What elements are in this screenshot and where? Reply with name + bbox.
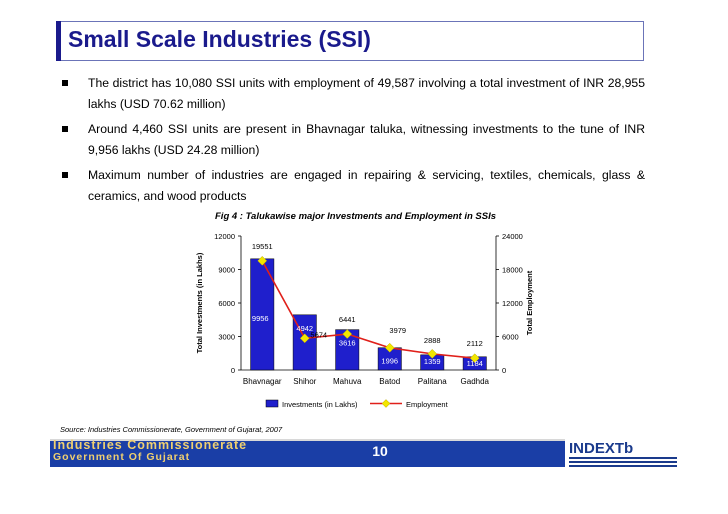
bullet-list: The district has 10,080 SSI units with e… bbox=[60, 73, 645, 211]
category-label: Gadhda bbox=[461, 377, 490, 386]
logo-background bbox=[565, 436, 685, 470]
bullet-text: Around 4,460 SSI units are present in Bh… bbox=[88, 122, 645, 157]
employment-data-label: 19551 bbox=[252, 242, 273, 251]
employment-data-label: 3979 bbox=[389, 326, 406, 335]
bullet-item: Maximum number of industries are engaged… bbox=[60, 165, 645, 207]
indextb-logo: INDEXTb bbox=[565, 436, 685, 470]
square-bullet-icon bbox=[62, 126, 68, 132]
footer-org-line2: Government Of Gujarat bbox=[53, 451, 191, 463]
employment-marker bbox=[299, 333, 310, 344]
employment-marker bbox=[384, 342, 395, 353]
source-note: Source: Industries Commissionerate, Gove… bbox=[60, 425, 283, 434]
footer-org-line1: Industries Commissionerate bbox=[53, 438, 248, 452]
bullet-item: Around 4,460 SSI units are present in Bh… bbox=[60, 119, 645, 161]
logo-rule bbox=[569, 465, 677, 467]
square-bullet-icon bbox=[62, 80, 68, 86]
logo-rule bbox=[569, 457, 677, 459]
employment-data-label: 6441 bbox=[339, 315, 356, 324]
employment-marker bbox=[342, 329, 353, 339]
investment-data-label: 1184 bbox=[467, 359, 483, 368]
employment-marker bbox=[427, 349, 438, 359]
bullet-text: Maximum number of industries are engaged… bbox=[88, 168, 645, 203]
logo-text: INDEXTb bbox=[569, 440, 633, 457]
investment-data-label: 4942 bbox=[296, 324, 313, 333]
legend-line-label: Employment bbox=[406, 400, 449, 409]
y-left-axis-title: Total Investments (in Lakhs) bbox=[195, 252, 204, 353]
page-title: Small Scale Industries (SSI) bbox=[68, 26, 371, 52]
category-label: Batod bbox=[379, 377, 400, 386]
investment-data-label: 1996 bbox=[381, 357, 398, 366]
employment-line bbox=[261, 260, 475, 360]
square-bullet-icon bbox=[62, 172, 68, 178]
bullet-text: The district has 10,080 SSI units with e… bbox=[88, 76, 645, 111]
title-accent-bar bbox=[56, 21, 61, 61]
employment-data-label: 2888 bbox=[424, 336, 441, 345]
category-label: Bhavnagar bbox=[243, 377, 282, 386]
left-tick-label: 0 bbox=[231, 366, 235, 375]
footer-band bbox=[50, 439, 588, 467]
legend-marker-swatch bbox=[381, 399, 391, 408]
category-label: Mahuva bbox=[333, 377, 362, 386]
bullet-item: The district has 10,080 SSI units with e… bbox=[60, 73, 645, 115]
right-tick-label: 0 bbox=[502, 366, 506, 375]
right-tick-label: 6000 bbox=[502, 333, 519, 342]
left-tick-label: 6000 bbox=[218, 299, 235, 308]
chart-title: Fig 4 : Talukawise major Investments and… bbox=[215, 211, 497, 222]
investment-data-label: 9956 bbox=[252, 314, 269, 323]
investment-employment-chart: 0 3000 6000 9000 12000 0 6000 12000 18000 24000 To… bbox=[195, 232, 534, 409]
investment-data-label: 1359 bbox=[424, 357, 441, 366]
page-number: 10 bbox=[372, 443, 388, 459]
employment-data-label: 2112 bbox=[467, 339, 483, 348]
category-label: Palitana bbox=[418, 377, 447, 386]
employment-marker bbox=[257, 255, 268, 266]
right-tick-label: 18000 bbox=[502, 266, 523, 275]
legend-bar-label: Investments (in Lakhs) bbox=[282, 400, 358, 409]
right-tick-label: 24000 bbox=[502, 232, 523, 241]
category-label: Shihor bbox=[293, 377, 316, 386]
right-tick-label: 12000 bbox=[502, 299, 523, 308]
footer-org: Industries Commissionerate Government Of… bbox=[53, 439, 247, 465]
employment-marker bbox=[469, 353, 480, 364]
employment-data-label: 5674 bbox=[310, 330, 327, 339]
y-right-axis-title: Total Employment bbox=[525, 270, 534, 335]
left-tick-label: 12000 bbox=[214, 232, 235, 241]
left-tick-label: 3000 bbox=[218, 333, 235, 342]
investment-data-label: 3616 bbox=[339, 339, 356, 348]
left-tick-label: 9000 bbox=[218, 266, 235, 275]
legend-bar-swatch bbox=[265, 399, 279, 408]
logo-rule bbox=[569, 461, 677, 463]
